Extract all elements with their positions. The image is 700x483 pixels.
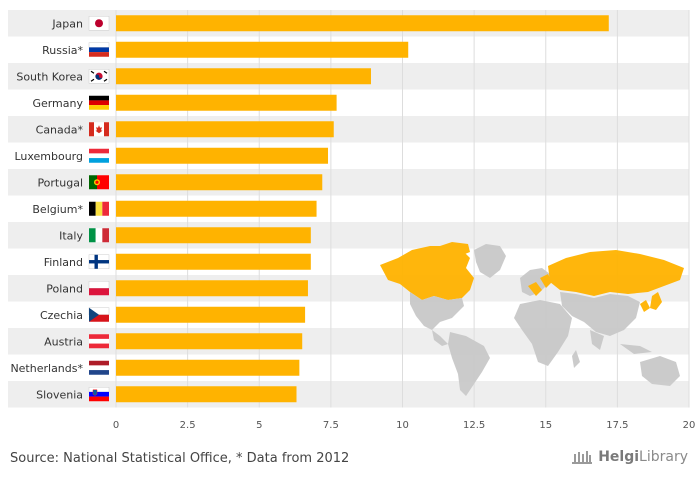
- flag-portugal-icon: [89, 175, 109, 190]
- bar-chart: Japan Russia* South Korea Germany Canada* Lux…: [8, 10, 696, 431]
- x-tick-label: 2.5: [180, 420, 196, 431]
- row-stripe: [8, 222, 689, 249]
- category-label: Luxembourg: [14, 150, 83, 163]
- category-label: Poland: [46, 282, 83, 295]
- category-label: Finland: [44, 256, 83, 269]
- flag-czechia-icon: [88, 307, 110, 322]
- row-stripe: [8, 169, 689, 196]
- category-label: Japan: [51, 17, 83, 30]
- bar: [116, 200, 317, 217]
- x-tick-label: 15: [539, 420, 552, 431]
- bar: [116, 121, 334, 138]
- flag-slovenia-icon: [88, 387, 110, 402]
- flag-austria-icon: [89, 334, 109, 349]
- row-stripe: [8, 328, 689, 355]
- flag-poland-icon: [88, 281, 110, 296]
- flag-germany-icon: [89, 95, 109, 110]
- row-stripe: [8, 116, 689, 143]
- bar: [116, 41, 409, 58]
- category-label: Russia*: [42, 44, 83, 57]
- category-label: Slovenia: [36, 388, 83, 401]
- source-note: Source: National Statistical Office, * D…: [10, 451, 350, 466]
- flag-canada-icon: [89, 122, 109, 137]
- brand-name-a: Helgi: [598, 449, 640, 465]
- bar: [116, 227, 311, 244]
- x-tick-label: 0: [113, 420, 119, 431]
- x-tick-label: 12.5: [463, 420, 485, 431]
- category-label: Netherlands*: [10, 362, 83, 375]
- flag-japan-icon: [88, 16, 110, 31]
- bar: [116, 386, 297, 403]
- category-label: South Korea: [16, 70, 83, 83]
- flag-luxembourg-icon: [89, 148, 109, 163]
- bar: [116, 147, 329, 164]
- x-tick-label: 17.5: [606, 420, 628, 431]
- row-stripe: [8, 381, 689, 408]
- flag-russia-icon: [88, 42, 110, 57]
- category-label: Canada*: [36, 123, 84, 136]
- x-tick-label: 5: [256, 420, 262, 431]
- bar: [116, 359, 300, 376]
- category-label: Belgium*: [32, 203, 83, 216]
- flag-south-korea-icon: [88, 69, 110, 84]
- x-tick-label: 10: [396, 420, 409, 431]
- flag-netherlands-icon: [89, 360, 109, 375]
- flag-italy-icon: [89, 228, 109, 243]
- brand-name-b: Library: [639, 449, 688, 465]
- x-tick-label: 20: [683, 420, 696, 431]
- category-label: Italy: [59, 229, 83, 242]
- bar: [116, 306, 306, 323]
- bar: [116, 68, 371, 85]
- bar: [116, 174, 323, 191]
- world-map-icon: [380, 242, 684, 396]
- category-label: Czechia: [40, 309, 83, 322]
- bar: [116, 333, 303, 350]
- x-tick-label: 7.5: [323, 420, 339, 431]
- helgi-library-logo[interactable]: HelgiLibrary: [571, 449, 688, 465]
- category-label: Portugal: [37, 176, 83, 189]
- bar: [116, 253, 311, 270]
- flag-belgium-icon: [89, 201, 109, 216]
- library-building-icon: [572, 451, 593, 464]
- category-label: Germany: [32, 97, 83, 110]
- category-label: Austria: [44, 335, 83, 348]
- flag-finland-icon: [88, 254, 110, 269]
- bar: [116, 15, 609, 32]
- bar: [116, 94, 337, 111]
- bar: [116, 280, 308, 297]
